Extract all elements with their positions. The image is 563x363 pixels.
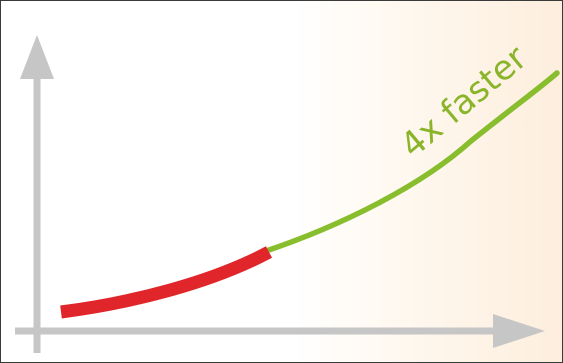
x-axis-arrowhead xyxy=(493,314,545,348)
y-axis-arrowhead xyxy=(20,35,54,79)
fast-curve-segment xyxy=(260,70,560,255)
slow-curve-segment xyxy=(60,246,273,319)
